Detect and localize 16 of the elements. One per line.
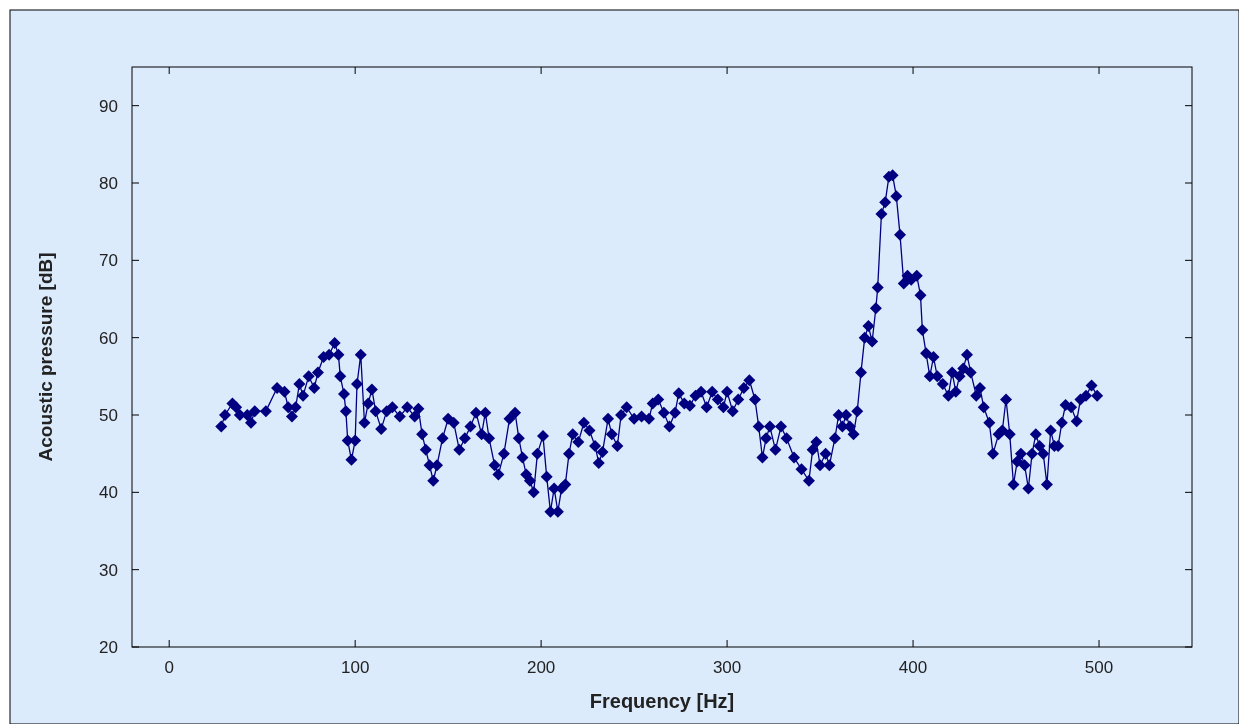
x-tick-label: 100 — [340, 658, 370, 677]
y-tick-label: 50 — [99, 406, 118, 425]
y-tick-label: 70 — [99, 251, 118, 271]
y-tick-label: 40 — [99, 483, 118, 503]
y-tick-label: 20 — [99, 638, 118, 657]
x-tick-label: 400 — [898, 658, 928, 677]
y-tick-label: 90 — [99, 96, 118, 116]
y-tick-label: 30 — [99, 560, 118, 580]
x-tick-label: 200 — [526, 658, 556, 677]
x-axis-title: Frequency [Hz] — [589, 690, 735, 712]
x-tick-label: 300 — [712, 658, 742, 677]
y-axis-title: Acoustic pressure [dB] — [35, 252, 56, 462]
x-tick-label: 0 — [164, 658, 174, 677]
x-tick-label: 500 — [1084, 658, 1114, 677]
y-tick-label: 80 — [99, 174, 118, 193]
y-tick-label: 60 — [99, 328, 118, 348]
